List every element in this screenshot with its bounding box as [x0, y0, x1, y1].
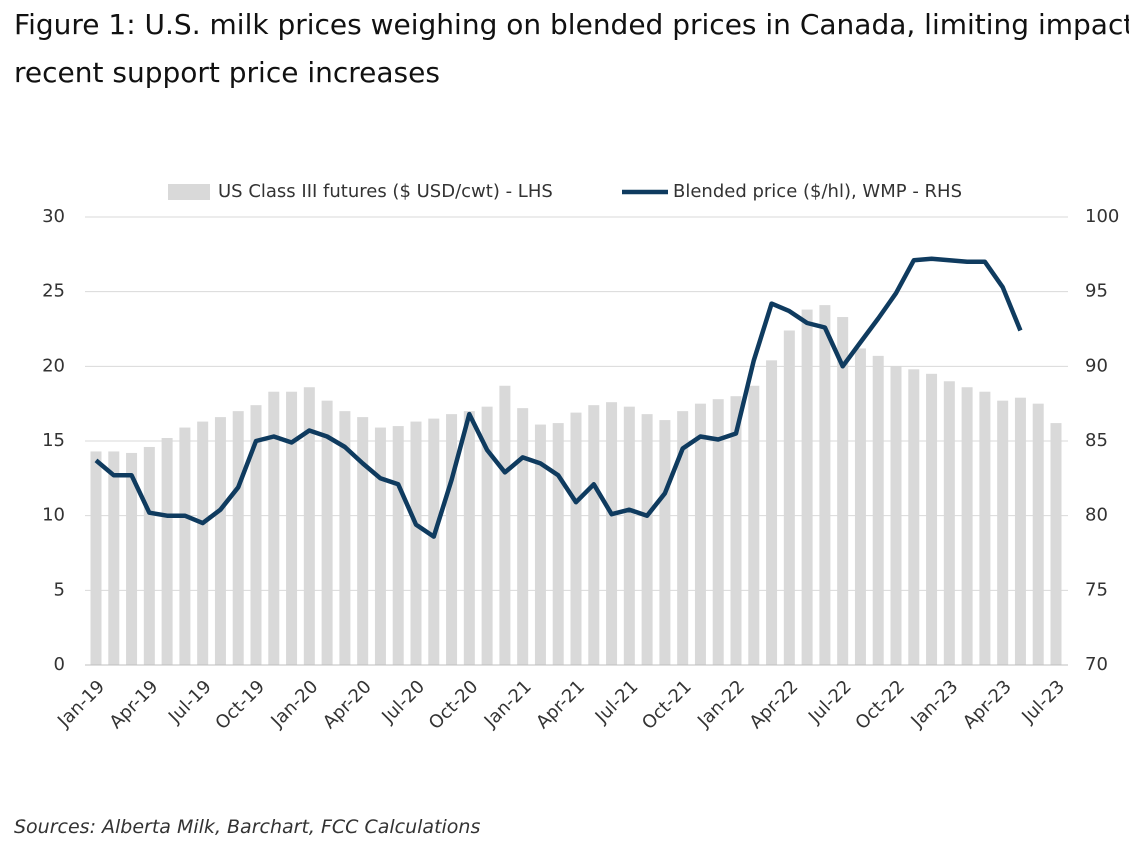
- chart-title: recent support price increases: [14, 56, 440, 89]
- bar: [552, 423, 564, 665]
- x-tick-label: Jul-22: [804, 676, 856, 728]
- y2-tick-label: 85: [1085, 430, 1108, 451]
- bar: [659, 420, 671, 665]
- bar: [712, 399, 724, 665]
- bar: [446, 414, 458, 665]
- bar: [570, 412, 582, 665]
- bar: [143, 446, 155, 665]
- bar: [961, 387, 973, 665]
- bar: [357, 417, 369, 665]
- y2-tick-label: 75: [1085, 579, 1108, 600]
- y-tick-label: 30: [42, 206, 65, 227]
- x-tick-label: Jul-23: [1017, 676, 1069, 728]
- bar: [214, 417, 226, 665]
- legend-label: US Class III futures ($ USD/cwt) - LHS: [218, 181, 553, 202]
- x-tick-label: Jul-21: [591, 676, 643, 728]
- bar: [410, 421, 422, 665]
- bar: [463, 411, 475, 665]
- bar: [392, 426, 404, 665]
- bar: [126, 452, 138, 665]
- bar: [197, 421, 209, 665]
- y-tick-label: 25: [42, 281, 65, 302]
- bar: [108, 451, 120, 665]
- x-tick-label: Jan-20: [266, 676, 322, 732]
- bar: [819, 305, 831, 665]
- bar: [926, 373, 938, 665]
- bar: [232, 411, 244, 665]
- x-tick-label: Oct-20: [425, 676, 483, 734]
- bar: [997, 400, 1009, 665]
- bar: [908, 369, 920, 665]
- bar: [303, 387, 315, 665]
- bar: [641, 414, 653, 665]
- bar: [748, 385, 760, 665]
- bar: [606, 402, 618, 665]
- bar: [766, 360, 778, 665]
- source-note: Sources: Alberta Milk, Barchart, FCC Cal…: [14, 816, 481, 838]
- bar: [517, 408, 529, 665]
- y2-tick-label: 90: [1085, 355, 1108, 376]
- y-tick-label: 0: [54, 654, 65, 675]
- bar: [694, 403, 706, 665]
- bar: [339, 411, 351, 665]
- bar: [890, 366, 902, 665]
- x-tick-label: Jul-19: [164, 676, 216, 728]
- x-tick-label: Jul-20: [377, 676, 429, 728]
- y-tick-label: 10: [42, 505, 65, 526]
- bar: [1050, 423, 1062, 665]
- legend-label: Blended price ($/hl), WMP - RHS: [673, 181, 962, 202]
- bar: [374, 427, 386, 665]
- x-tick-label: Apr-21: [532, 676, 589, 733]
- x-tick-label: Apr-19: [106, 676, 163, 733]
- bar: [321, 400, 333, 665]
- x-tick-label: Apr-22: [746, 676, 803, 733]
- bar: [534, 424, 546, 665]
- bar: [623, 406, 635, 665]
- chart-title: Figure 1: U.S. milk prices weighing on b…: [14, 8, 1129, 41]
- bar: [783, 330, 795, 665]
- bar: [979, 391, 991, 665]
- bar: [161, 438, 173, 665]
- bar: [837, 317, 849, 665]
- bar: [179, 427, 191, 665]
- y2-tick-label: 70: [1085, 654, 1108, 675]
- y2-tick-label: 80: [1085, 505, 1108, 526]
- x-tick-label: Apr-20: [319, 676, 376, 733]
- x-tick-label: Jan-23: [906, 676, 962, 732]
- x-tick-label: Jan-21: [480, 676, 536, 732]
- bar: [677, 411, 689, 665]
- y-tick-label: 5: [54, 579, 65, 600]
- bar: [250, 405, 262, 665]
- x-tick-label: Jan-22: [693, 676, 749, 732]
- bar: [268, 391, 280, 665]
- bar: [1014, 397, 1026, 665]
- bar: [481, 406, 493, 665]
- y2-tick-label: 100: [1085, 206, 1119, 227]
- bar: [588, 405, 600, 665]
- bar: [943, 381, 955, 665]
- x-tick-label: Jan-19: [53, 676, 109, 732]
- bar: [286, 391, 298, 665]
- y-tick-label: 20: [42, 355, 65, 376]
- bar: [872, 355, 884, 665]
- line: [94, 256, 1023, 539]
- bar: [428, 418, 440, 665]
- x-tick-label: Oct-22: [851, 676, 909, 734]
- bar: [854, 348, 866, 665]
- x-tick-label: Oct-19: [211, 676, 269, 734]
- x-tick-label: Apr-23: [959, 676, 1016, 733]
- y-tick-label: 15: [42, 430, 65, 451]
- bar: [499, 385, 511, 665]
- bar: [801, 309, 813, 665]
- bar: [730, 396, 742, 665]
- legend-swatch: [168, 184, 210, 200]
- x-tick-label: Oct-21: [638, 676, 696, 734]
- y2-tick-label: 95: [1085, 281, 1108, 302]
- bar: [1032, 403, 1044, 665]
- bar: [90, 451, 102, 665]
